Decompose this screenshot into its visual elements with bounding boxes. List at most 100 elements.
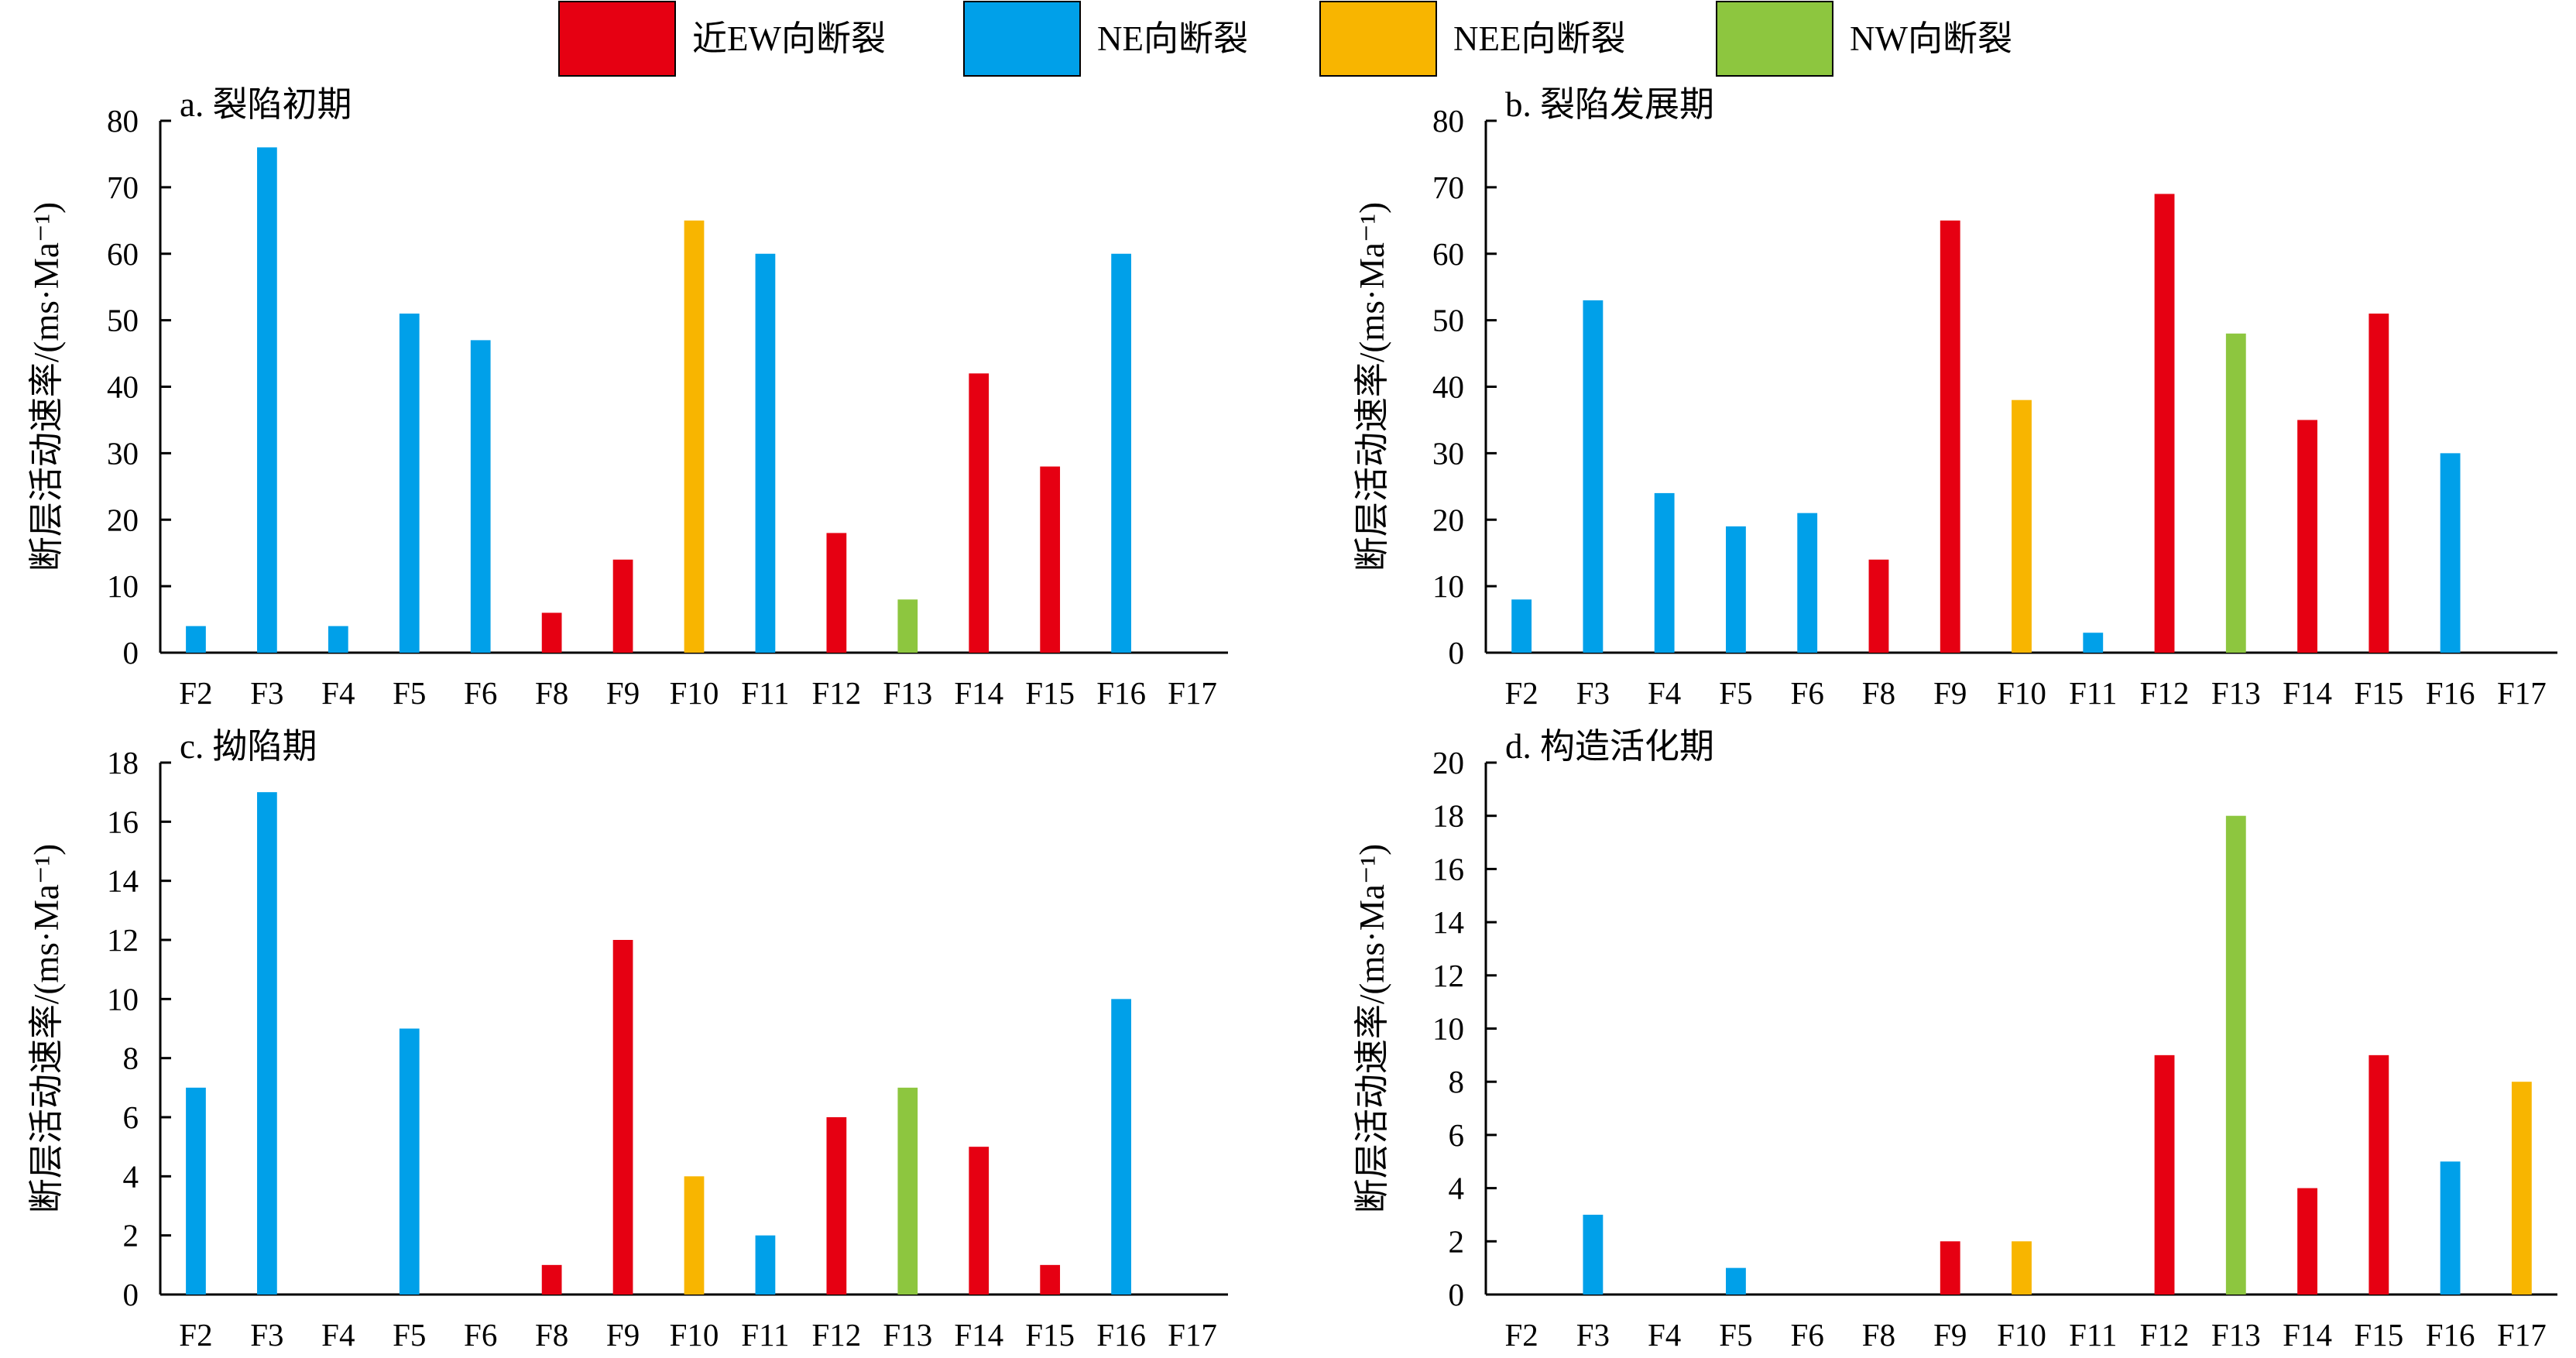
x-tick-label: F14 bbox=[954, 675, 1003, 711]
x-tick-label: F2 bbox=[179, 675, 212, 711]
y-tick-label: 18 bbox=[1432, 798, 1464, 834]
x-tick-label: F6 bbox=[1791, 1317, 1824, 1353]
x-tick-label: F15 bbox=[1025, 675, 1075, 711]
y-tick-label: 16 bbox=[1432, 851, 1464, 886]
bar-f6 bbox=[1797, 513, 1818, 653]
y-tick-label: 2 bbox=[123, 1218, 139, 1253]
bar-f16 bbox=[1111, 253, 1131, 653]
x-tick-label: F14 bbox=[954, 1317, 1003, 1353]
chart-panel: 0 10 20 30 40 50 60 70 80 F2 F3 F4 F5 F6 F8 F9 F10 F11 F12… bbox=[27, 85, 1228, 711]
y-tick-label: 80 bbox=[107, 103, 139, 139]
bar-f3 bbox=[257, 147, 277, 653]
bar-f5 bbox=[1726, 526, 1746, 653]
legend-label: 近EW向断裂 bbox=[692, 19, 886, 58]
y-tick-label: 4 bbox=[123, 1158, 139, 1194]
y-tick-label: 6 bbox=[1449, 1117, 1465, 1153]
bar-f14 bbox=[969, 373, 990, 653]
x-tick-label: F11 bbox=[2069, 1317, 2117, 1353]
y-tick-label: 40 bbox=[1432, 369, 1464, 405]
x-tick-label: F3 bbox=[1576, 1317, 1610, 1353]
bar-f11 bbox=[2083, 633, 2104, 653]
bar-f12 bbox=[2154, 1055, 2175, 1295]
panel-title: d. 构造活化期 bbox=[1505, 727, 1714, 766]
y-tick-label: 4 bbox=[1449, 1171, 1465, 1206]
y-tick-label: 50 bbox=[107, 303, 139, 338]
bar-f14 bbox=[969, 1147, 990, 1295]
bar-f15 bbox=[1040, 1264, 1061, 1295]
y-axis-title: 断层活动速率/(ms·Ma⁻¹) bbox=[27, 202, 66, 571]
bar-f5 bbox=[399, 1028, 420, 1295]
y-tick-label: 14 bbox=[107, 863, 139, 899]
y-tick-label: 10 bbox=[1432, 568, 1464, 604]
bar-f15 bbox=[2368, 314, 2389, 653]
bar-f13 bbox=[2225, 333, 2246, 653]
x-tick-label: F17 bbox=[2497, 675, 2547, 711]
x-tick-label: F12 bbox=[2140, 1317, 2190, 1353]
y-tick-label: 10 bbox=[1432, 1011, 1464, 1047]
x-tick-label: F9 bbox=[1933, 1317, 1967, 1353]
x-tick-label: F6 bbox=[1791, 675, 1824, 711]
y-tick-label: 60 bbox=[1432, 236, 1464, 272]
y-tick-label: 14 bbox=[1432, 904, 1464, 940]
x-tick-label: F3 bbox=[250, 675, 283, 711]
x-tick-label: F9 bbox=[606, 1317, 640, 1353]
x-tick-label: F17 bbox=[1168, 675, 1217, 711]
y-tick-label: 30 bbox=[107, 435, 139, 471]
y-tick-label: 10 bbox=[107, 568, 139, 604]
x-tick-label: F8 bbox=[1862, 1317, 1895, 1353]
bar-f11 bbox=[755, 1235, 776, 1295]
bar-f10 bbox=[2012, 400, 2032, 653]
bar-f11 bbox=[755, 253, 776, 653]
y-tick-label: 0 bbox=[1449, 635, 1465, 670]
y-tick-label: 10 bbox=[107, 981, 139, 1017]
bar-f15 bbox=[1040, 466, 1061, 653]
y-tick-label: 50 bbox=[1432, 303, 1464, 338]
bar-f12 bbox=[2154, 194, 2175, 653]
legend-swatch bbox=[963, 1, 1081, 77]
y-tick-label: 70 bbox=[1432, 170, 1464, 205]
bar-f13 bbox=[897, 599, 918, 653]
bar-f17 bbox=[2511, 1082, 2532, 1295]
x-tick-label: F15 bbox=[2354, 675, 2403, 711]
x-tick-label: F3 bbox=[250, 1317, 283, 1353]
y-tick-label: 6 bbox=[123, 1099, 139, 1135]
x-tick-label: F10 bbox=[670, 1317, 719, 1353]
bar-f10 bbox=[2012, 1241, 2032, 1295]
x-tick-label: F9 bbox=[606, 675, 640, 711]
x-tick-label: F9 bbox=[1933, 675, 1967, 711]
legend-item: NE向断裂 bbox=[963, 1, 1248, 77]
x-tick-label: F10 bbox=[1997, 1317, 2046, 1353]
x-tick-label: F12 bbox=[811, 675, 861, 711]
legend: 近EW向断裂 NE向断裂 NEE向断裂 NW向断裂 bbox=[558, 1, 2012, 77]
x-tick-label: F8 bbox=[535, 1317, 568, 1353]
bar-f3 bbox=[1583, 300, 1604, 653]
y-tick-label: 0 bbox=[1449, 1277, 1465, 1312]
y-tick-label: 12 bbox=[1432, 958, 1464, 993]
x-tick-label: F3 bbox=[1576, 675, 1610, 711]
bar-f3 bbox=[1583, 1214, 1604, 1295]
bar-f9 bbox=[612, 559, 633, 653]
bar-f4 bbox=[1654, 492, 1675, 653]
panel-title: a. 裂陷初期 bbox=[180, 85, 352, 124]
x-tick-label: F15 bbox=[2354, 1317, 2403, 1353]
legend-label: NW向断裂 bbox=[1850, 19, 2012, 58]
x-tick-label: F16 bbox=[2426, 675, 2475, 711]
y-tick-label: 2 bbox=[1449, 1223, 1465, 1259]
x-tick-label: F17 bbox=[1168, 1317, 1217, 1353]
x-tick-label: F13 bbox=[883, 675, 932, 711]
bar-f5 bbox=[1726, 1267, 1746, 1295]
x-tick-label: F5 bbox=[1719, 675, 1752, 711]
x-tick-label: F13 bbox=[883, 1317, 932, 1353]
bar-f9 bbox=[1940, 1241, 1960, 1295]
y-tick-label: 8 bbox=[1449, 1064, 1465, 1099]
legend-swatch bbox=[1319, 1, 1437, 77]
x-tick-label: F12 bbox=[811, 1317, 861, 1353]
y-tick-label: 0 bbox=[123, 635, 139, 670]
x-tick-label: F2 bbox=[179, 1317, 212, 1353]
x-tick-label: F4 bbox=[1648, 675, 1681, 711]
bar-f4 bbox=[328, 626, 348, 653]
legend-label: NE向断裂 bbox=[1097, 19, 1248, 58]
x-tick-label: F11 bbox=[2069, 675, 2117, 711]
x-tick-label: F4 bbox=[321, 1317, 355, 1353]
